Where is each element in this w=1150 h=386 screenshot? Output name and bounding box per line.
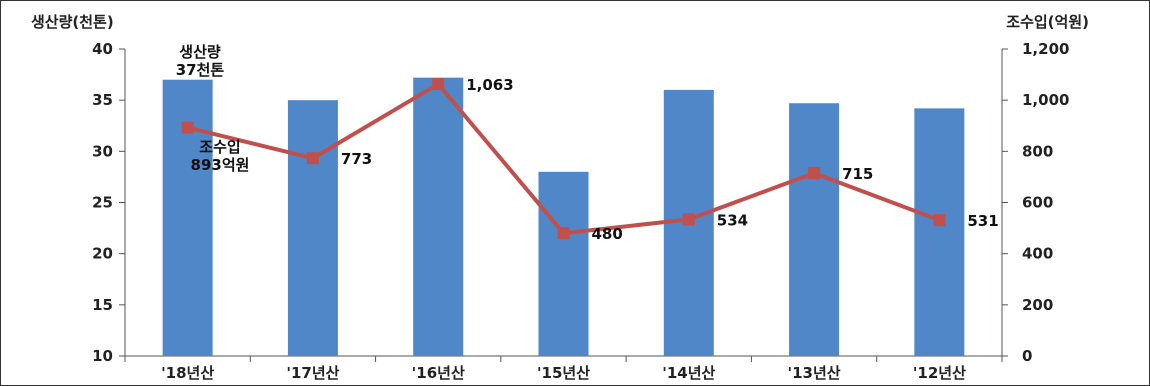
left-tick-label: 35 — [92, 91, 113, 109]
bar — [538, 171, 589, 356]
x-tick-label: '14년산 — [662, 364, 715, 382]
right-tick-label: 1,200 — [1022, 40, 1069, 58]
x-tick-label: '18년산 — [161, 364, 214, 382]
line-point — [306, 152, 319, 165]
x-tick-label: '15년산 — [537, 364, 590, 382]
x-tick-label: '13년산 — [788, 364, 841, 382]
right-axis-title: 조수입(억원) — [1006, 13, 1089, 31]
line-point — [181, 121, 194, 134]
line-point — [432, 78, 445, 91]
data-label: 1,063 — [466, 76, 513, 94]
data-label: 773 — [341, 150, 372, 168]
revenue-annotation-title: 조수입 — [199, 138, 240, 156]
left-tick-label: 30 — [92, 142, 113, 160]
left-tick-label: 15 — [92, 296, 113, 314]
data-label: 480 — [592, 225, 623, 243]
data-label: 534 — [717, 211, 748, 229]
revenue-annotation-value: 893억원 — [191, 156, 250, 174]
line-point — [933, 214, 946, 227]
production-annotation-value: 37천톤 — [176, 61, 225, 79]
line-series — [181, 78, 946, 240]
left-axis-title: 생산량(천톤) — [31, 13, 114, 31]
line-point — [557, 227, 570, 240]
right-tick-label: 1,000 — [1022, 91, 1069, 109]
bar — [789, 103, 840, 356]
bar — [287, 100, 338, 357]
left-tick-label: 40 — [92, 40, 113, 58]
bar — [413, 77, 464, 357]
line-point — [682, 213, 695, 226]
left-tick-label: 10 — [92, 347, 113, 365]
right-tick-label: 800 — [1022, 142, 1053, 160]
left-tick-label: 25 — [92, 194, 113, 212]
x-tick-label: '17년산 — [286, 364, 339, 382]
bar — [162, 79, 213, 356]
left-tick-label: 20 — [92, 245, 113, 263]
data-label: 531 — [967, 212, 998, 230]
labels: '18년산 '17년산 '16년산 '15년산 '14년산 '13년산 '12년산 773 1,… — [161, 76, 999, 382]
production-annotation-title: 생산량 — [179, 43, 221, 61]
right-tick-label: 600 — [1022, 194, 1053, 212]
x-tick-label: '16년산 — [412, 364, 465, 382]
line-point — [808, 167, 821, 180]
bar — [914, 108, 965, 356]
right-tick-label: 200 — [1022, 296, 1053, 314]
right-tick-label: 0 — [1022, 347, 1032, 365]
data-label: 715 — [842, 165, 873, 183]
bar-series — [162, 77, 965, 357]
x-tick-label: '12년산 — [913, 364, 966, 382]
right-tick-label: 400 — [1022, 245, 1053, 263]
